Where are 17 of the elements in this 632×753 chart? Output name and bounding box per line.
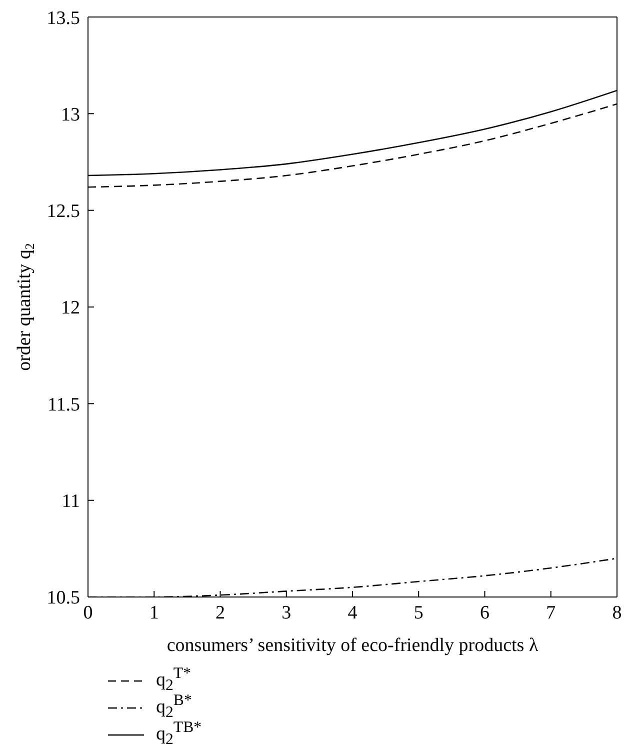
x-tick-label: 6	[480, 602, 490, 624]
x-tick-label: 7	[546, 602, 556, 624]
x-tick-label: 8	[612, 602, 622, 624]
y-tick-label: 13.5	[46, 8, 80, 29]
x-tick-label: 2	[216, 602, 225, 624]
x-tick-label: 5	[414, 602, 424, 624]
y-tick-label: 11.5	[47, 394, 80, 416]
x-tick-label: 4	[348, 602, 358, 624]
y-tick-label: 11	[62, 491, 80, 512]
y-tick-label: 12	[61, 298, 80, 319]
x-axis-title: consumers’ sensitivity of eco-friendly products λ	[166, 635, 539, 656]
y-tick-label: 12.5	[46, 201, 80, 222]
x-tick-label: 3	[282, 602, 292, 624]
y-tick-label: 13	[61, 104, 80, 126]
x-tick-label: 0	[83, 602, 93, 624]
x-tick-label: 1	[149, 602, 159, 624]
y-tick-label: 10.5	[46, 588, 80, 609]
